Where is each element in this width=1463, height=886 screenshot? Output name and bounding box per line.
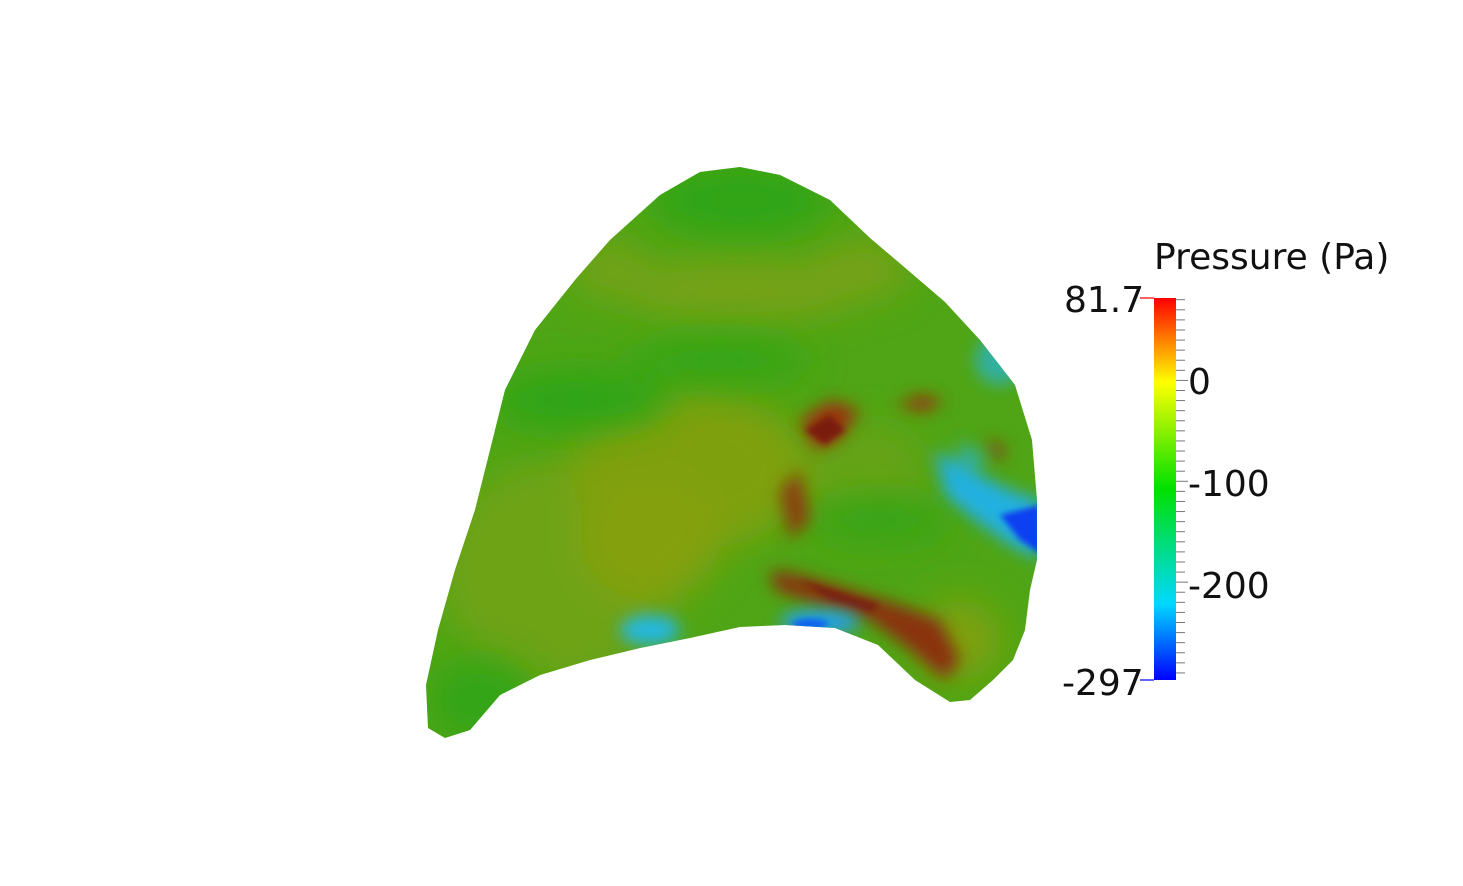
scalar-bar-tick-label-minus-200: -200 <box>1188 566 1270 607</box>
pressure-ring-core <box>800 415 880 612</box>
scalar-bar-min-label: -297 <box>1062 663 1144 704</box>
olive-regions <box>440 240 1000 680</box>
scalar-bar-tick-label-minus-100: -100 <box>1188 464 1270 505</box>
scalar-bar-tick-label-0: 0 <box>1188 362 1211 403</box>
color-bar-ticks <box>1176 299 1188 674</box>
pressure-field-mesh <box>426 167 1037 738</box>
scalar-bar-title: Pressure (Pa) <box>1154 237 1390 278</box>
color-bar <box>1154 298 1176 680</box>
scalar-bar <box>1140 297 1188 681</box>
scalar-bar-max-label: 81.7 <box>1064 280 1145 321</box>
